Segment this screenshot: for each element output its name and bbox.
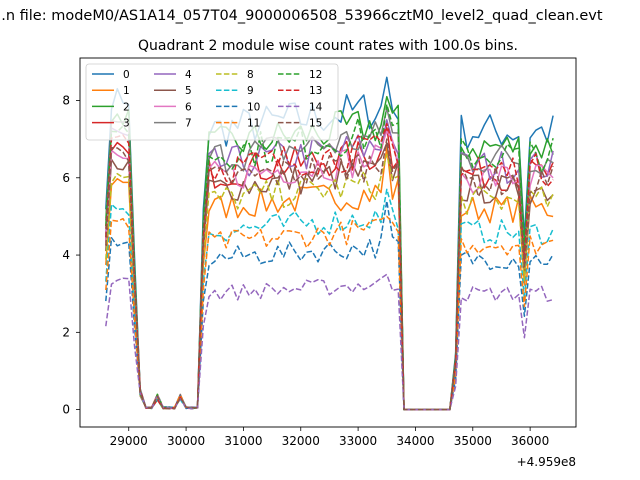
series-line-9 [105,188,554,411]
x-tick-label: 31000 [224,434,262,448]
series-line-7 [105,107,554,411]
legend-label-0: 0 [123,69,130,81]
legend-label-15: 15 [309,118,322,130]
series-line-10 [105,200,554,411]
x-tick-label: 30000 [167,434,205,448]
x-tick-label: 35000 [454,434,492,448]
y-tick-label: 8 [62,94,70,108]
legend-label-11: 11 [247,118,260,130]
y-tick-label: 2 [62,325,70,339]
legend-label-4: 4 [185,69,192,81]
legend-label-9: 9 [247,85,254,97]
series-line-8 [105,153,554,411]
x-tick-label: 33000 [339,434,377,448]
axes-frame [79,57,577,428]
legend-label-7: 7 [185,118,192,130]
x-tick-label: 36000 [511,434,549,448]
figure-suptitle: ...n file: modeM0/AS1A14_057T04_90000065… [0,8,603,24]
y-tick-label: 0 [62,403,70,417]
legend-label-3: 3 [123,118,130,130]
series-line-14 [105,273,554,411]
legend-label-8: 8 [247,69,254,81]
legend-label-1: 1 [123,85,130,97]
series-line-15 [105,138,554,411]
plot-area [105,76,554,411]
series-line-1 [105,146,554,411]
legend-frame [85,63,339,141]
legend-label-10: 10 [247,101,260,113]
y-axis: 0 2 4 6 8 [62,94,80,417]
y-tick-label: 6 [62,171,70,185]
series-line-13 [105,122,554,411]
series-line-6 [105,130,554,411]
x-tick-label: 29000 [110,434,148,448]
x-tick-label: 32000 [282,434,320,448]
legend-label-2: 2 [123,101,130,113]
y-tick-label: 4 [62,248,70,262]
legend-label-13: 13 [309,85,322,97]
x-offset-label: +4.959e8 [517,455,576,469]
series-line-11 [105,215,554,411]
x-axis: 29000 30000 31000 32000 33000 34000 35000 36000 [110,427,549,448]
legend-label-6: 6 [185,101,192,113]
x-tick-label: 34000 [396,434,434,448]
legend-label-12: 12 [309,69,322,81]
legend-label-14: 14 [309,101,323,113]
series-line-4 [105,119,554,411]
legend-label-5: 5 [185,85,192,97]
chart-title: Quadrant 2 module wise count rates with … [138,38,518,54]
